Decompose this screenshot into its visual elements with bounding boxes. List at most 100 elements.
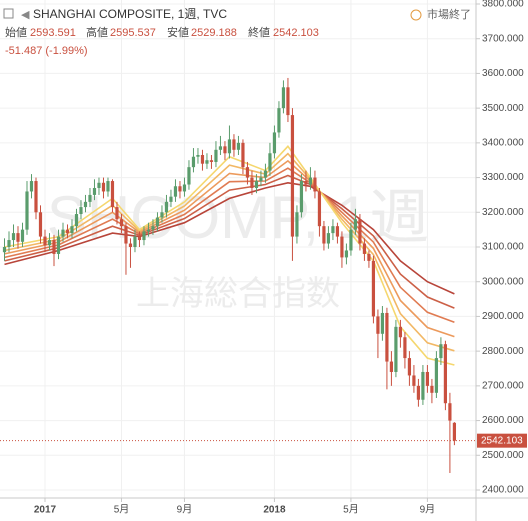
ohlc-label: 終値	[248, 25, 270, 39]
y-tick-label: 3600.000	[482, 68, 524, 79]
candle-body	[146, 229, 151, 232]
y-tick-label: 3300.000	[482, 172, 524, 183]
collapse-icon[interactable]: ◀	[21, 9, 30, 21]
candle-body	[115, 207, 119, 220]
candle-body	[362, 243, 367, 254]
candle-body	[286, 87, 290, 116]
y-tick-label: 3200.000	[482, 207, 524, 218]
candle-body	[335, 226, 340, 237]
candle-body	[353, 219, 358, 230]
candle-body	[443, 344, 448, 404]
y-tick-label: 3700.000	[482, 33, 524, 44]
candle-body	[164, 201, 169, 213]
y-tick-label: 2400.000	[482, 485, 524, 496]
ohlc-value: 2542.103	[273, 27, 319, 39]
candle-body	[52, 240, 56, 254]
axes: 2400.000 2500.000 2600.000 2700.000 2800.000…	[34, 0, 527, 516]
candle-body	[205, 160, 209, 164]
candle-body	[155, 217, 160, 227]
candle-body	[101, 182, 106, 192]
ohlc-label: 高値	[86, 25, 108, 39]
candle-body	[254, 181, 259, 188]
candle-body	[7, 240, 11, 247]
last-price-label: 2542.103	[481, 435, 523, 446]
market-status: 市場終了	[427, 7, 471, 21]
candle-body	[259, 177, 263, 182]
candle-body	[416, 385, 421, 400]
candle-body	[25, 191, 29, 230]
y-tick-label: 2600.000	[482, 415, 524, 426]
plot	[0, 77, 476, 473]
candle-body	[128, 243, 133, 247]
x-tick-label: 9月	[177, 504, 193, 516]
candle-body	[70, 226, 74, 234]
y-tick-label: 3000.000	[482, 276, 524, 287]
candle-body	[106, 181, 110, 192]
candle-body	[137, 236, 142, 241]
candle-body	[227, 139, 232, 154]
y-tick-label: 3800.000	[482, 0, 524, 10]
candle-body	[308, 177, 313, 185]
candle-body	[178, 186, 182, 192]
grid	[0, 0, 476, 498]
x-tick-label: 5月	[343, 504, 359, 516]
candle-body	[79, 207, 83, 215]
y-tick-label: 3400.000	[482, 137, 524, 148]
candle-body	[56, 236, 61, 254]
candle-body	[142, 231, 146, 241]
candle-body	[407, 358, 412, 376]
candle-body	[434, 358, 439, 393]
candle-body	[124, 226, 128, 244]
candle-body	[358, 219, 362, 244]
candle-body	[196, 155, 200, 157]
candle-body	[11, 233, 16, 241]
candle-body	[236, 142, 241, 150]
x-tick-label: 5月	[114, 504, 130, 516]
candle-body	[250, 177, 254, 188]
candle-body	[191, 156, 196, 168]
candle-body	[151, 226, 155, 230]
candle-body	[214, 149, 218, 162]
candle-body	[16, 233, 20, 242]
candle-body	[209, 160, 214, 162]
candle-body	[88, 194, 92, 202]
candle-body	[133, 236, 137, 247]
candle-body	[340, 236, 344, 258]
candle-body	[448, 403, 452, 421]
candle-body	[349, 229, 353, 251]
candle-body	[371, 260, 376, 317]
candle-body	[47, 240, 52, 246]
y-tick-label: 2900.000	[482, 311, 524, 322]
ohlc-value: 2595.537	[110, 27, 156, 39]
expand-icon[interactable]	[3, 8, 14, 19]
moving-average-line	[4, 174, 455, 309]
candle-body	[430, 385, 434, 393]
candle-body	[200, 155, 205, 164]
candle-body	[61, 229, 65, 237]
candle-body	[331, 226, 335, 234]
candle-body	[299, 181, 304, 213]
y-tick-label: 2800.000	[482, 346, 524, 357]
candle-body	[272, 132, 277, 154]
symbol-title: SHANGHAI COMPOSITE, 1週, TVC	[33, 7, 227, 21]
candle-body	[119, 219, 124, 227]
candle-body	[223, 146, 227, 154]
y-tick-label: 2500.000	[482, 450, 524, 461]
change: -51.487 (-1.99%)	[5, 45, 88, 57]
ohlc-value: 2529.188	[191, 27, 237, 39]
candle-body	[268, 153, 272, 171]
candle-body	[74, 214, 79, 227]
y-tick-label: 2700.000	[482, 380, 524, 391]
status-icon	[410, 9, 422, 21]
x-tick-label: 2017	[34, 505, 57, 516]
ohlc-label: 始値	[5, 25, 27, 39]
candle-body	[2, 247, 7, 253]
candle-body	[38, 212, 43, 237]
candle-body	[263, 170, 268, 178]
candle-body	[439, 344, 443, 359]
candle-body	[241, 142, 245, 168]
candle-body	[421, 371, 425, 400]
candle-body	[367, 253, 371, 261]
